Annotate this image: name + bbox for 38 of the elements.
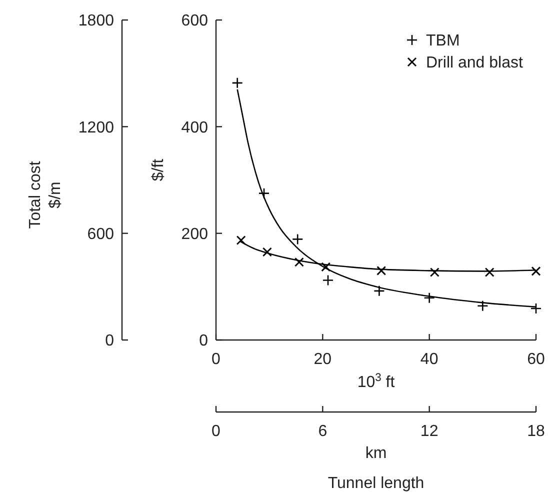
point xyxy=(236,236,246,246)
point xyxy=(322,274,334,286)
y-axis-title: $/ft xyxy=(150,158,167,182)
x-tick-label: 0 xyxy=(212,351,221,368)
legend-label: TBM xyxy=(426,32,460,50)
x2-tick-label: 6 xyxy=(318,423,328,440)
point xyxy=(321,262,331,272)
y-tick-label: 200 xyxy=(181,226,208,243)
text: Tunnel length xyxy=(328,475,424,492)
y2-tick-label: 0 xyxy=(105,332,114,350)
x-tick-label: 40 xyxy=(420,351,438,368)
y-tick-label: 0 xyxy=(199,332,208,350)
x2-tick-label: 18 xyxy=(527,423,545,440)
point xyxy=(258,188,270,199)
point xyxy=(530,302,542,314)
x-axis-title: 10$^{3}$ ft xyxy=(357,372,396,391)
y2-axis-title: Total cost $/m xyxy=(27,160,64,229)
y-tick-label: 600 xyxy=(181,12,208,30)
point xyxy=(262,247,272,257)
point xyxy=(430,268,440,278)
point xyxy=(477,300,488,312)
point xyxy=(294,257,304,267)
point xyxy=(376,266,386,276)
point xyxy=(424,292,435,304)
y2-tick-label: 1200 xyxy=(78,119,114,136)
point xyxy=(292,234,304,245)
legend-label: Drill and blast xyxy=(426,54,524,72)
x-tick-label: 60 xyxy=(527,351,545,368)
y-tick-label: 400 xyxy=(181,119,208,136)
x-tick-label: 20 xyxy=(314,351,332,368)
y2-tick-label: 1800 xyxy=(78,12,114,30)
x2-tick-label: 12 xyxy=(420,423,438,440)
x2-tick-label: 0 xyxy=(212,423,221,440)
y2-tick-label: 600 xyxy=(87,226,114,243)
point xyxy=(374,285,385,297)
point xyxy=(484,268,494,278)
x2-axis-title: km xyxy=(365,445,387,462)
point xyxy=(531,266,541,276)
